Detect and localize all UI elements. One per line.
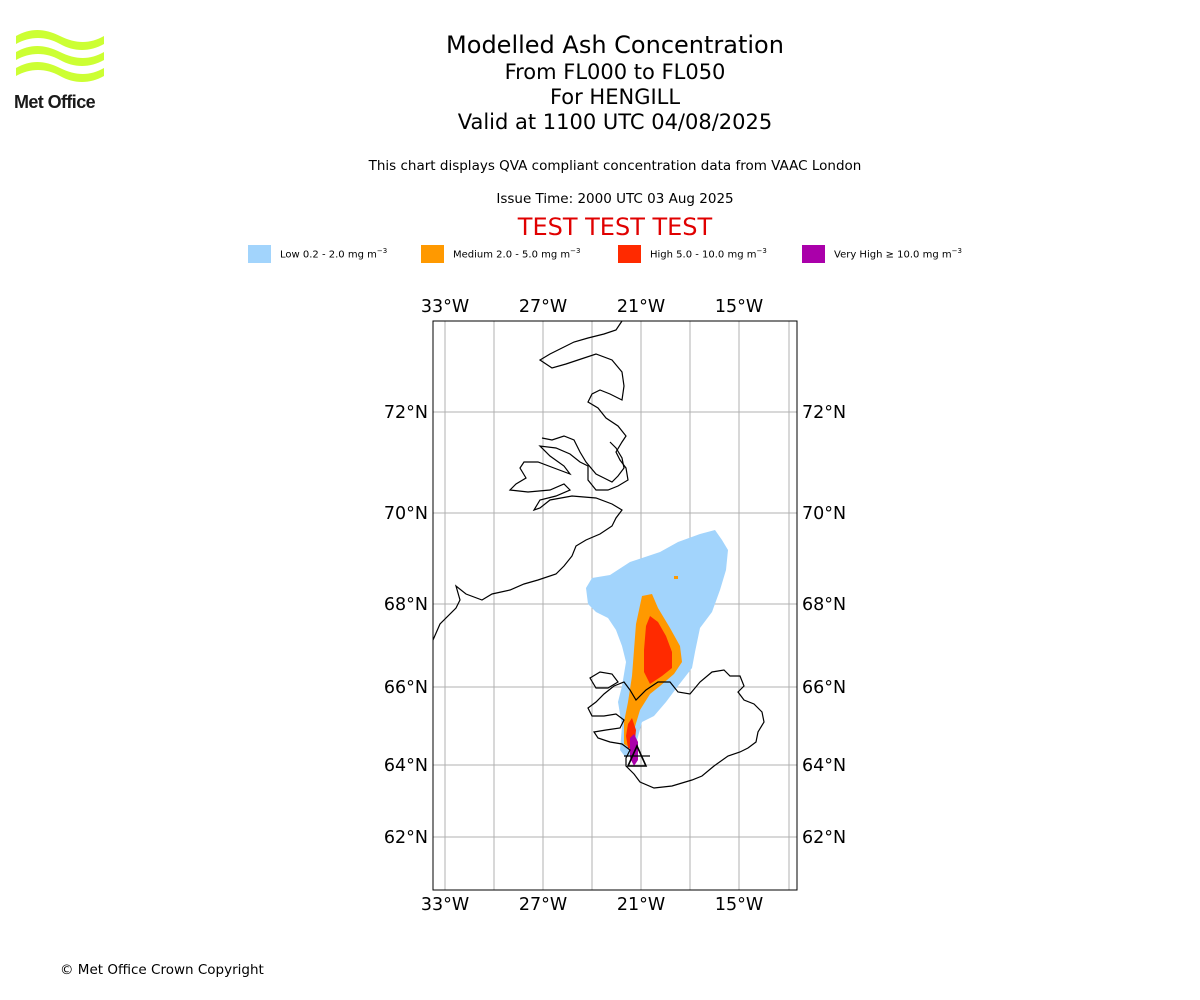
coastlines <box>432 320 765 789</box>
lon-label-top-27w: 27°W <box>519 297 567 317</box>
lat-label-right-66n: 66°N <box>802 678 846 698</box>
lon-label-top-21w: 21°W <box>617 297 665 317</box>
lat-label-left-72n: 72°N <box>384 403 428 423</box>
lat-label-right-64n: 64°N <box>802 756 846 776</box>
lon-label-top-15w: 15°W <box>715 297 763 317</box>
coastline-westfjords <box>589 671 619 689</box>
lat-label-left-66n: 66°N <box>384 678 428 698</box>
lat-label-right-72n: 72°N <box>802 403 846 423</box>
coastline-iceland <box>587 669 765 789</box>
lat-label-right-68n: 68°N <box>802 595 846 615</box>
lat-label-left-64n: 64°N <box>384 756 428 776</box>
lat-label-left-62n: 62°N <box>384 828 428 848</box>
legend-item-low: Low 0.2 - 2.0 mg m−3 <box>248 244 387 264</box>
legend-label-very-high: Very High ≥ 10.0 mg m−3 <box>834 247 962 261</box>
ash-area-high <box>626 616 672 750</box>
flight-level-range: From FL000 to FL050 <box>504 60 726 84</box>
lat-label-left-70n: 70°N <box>384 504 428 524</box>
legend-swatch-medium <box>421 245 444 263</box>
legend-item-very-high: Very High ≥ 10.0 mg m−3 <box>802 244 962 264</box>
ash-concentration-map: 33°W 27°W 21°W 15°W 33°W 27°W 21°W 15°W … <box>384 297 846 915</box>
lat-label-right-62n: 62°N <box>802 828 846 848</box>
lon-label-top-33w: 33°W <box>421 297 469 317</box>
lon-label-bottom-27w: 27°W <box>519 895 567 915</box>
met-office-logo: Met Office <box>14 30 110 112</box>
copyright-notice: © Met Office Crown Copyright <box>60 962 264 978</box>
coastline-inlet <box>541 435 625 483</box>
chart-description: This chart displays QVA compliant concen… <box>368 158 862 174</box>
chart-title: Modelled Ash Concentration <box>446 31 784 59</box>
legend-swatch-low <box>248 245 271 263</box>
test-banner: TEST TEST TEST <box>517 213 713 241</box>
legend-item-medium: Medium 2.0 - 5.0 mg m−3 <box>421 244 580 264</box>
legend-swatch-high <box>618 245 641 263</box>
legend-swatch-very-high <box>802 245 825 263</box>
met-office-wave-icon <box>16 30 104 82</box>
chart-title-block: Modelled Ash Concentration From FL000 to… <box>300 30 930 135</box>
legend-label-low: Low 0.2 - 2.0 mg m−3 <box>280 247 388 261</box>
lon-label-bottom-15w: 15°W <box>715 895 763 915</box>
logo-text: Met Office <box>14 92 96 112</box>
legend-label-high: High 5.0 - 10.0 mg m−3 <box>650 247 767 261</box>
valid-time: Valid at 1100 UTC 04/08/2025 <box>457 110 773 134</box>
coastline-greenland <box>432 320 629 641</box>
map-frame <box>432 320 798 891</box>
legend-label-medium: Medium 2.0 - 5.0 mg m−3 <box>453 247 581 261</box>
lat-label-left-68n: 68°N <box>384 595 428 615</box>
ash-area-medium-spot <box>674 576 678 579</box>
lon-label-bottom-33w: 33°W <box>421 895 469 915</box>
lon-label-bottom-21w: 21°W <box>617 895 665 915</box>
issue-time: Issue Time: 2000 UTC 03 Aug 2025 <box>496 191 734 207</box>
volcano-name: For HENGILL <box>549 85 681 109</box>
legend-item-high: High 5.0 - 10.0 mg m−3 <box>618 244 767 264</box>
lat-label-right-70n: 70°N <box>802 504 846 524</box>
